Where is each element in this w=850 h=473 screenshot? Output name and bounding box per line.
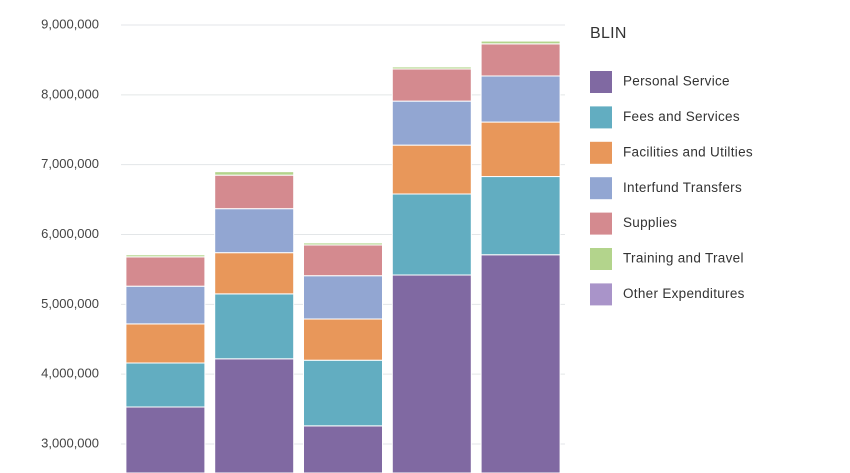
legend-label: Other Expenditures <box>623 286 745 301</box>
bar-segment <box>303 242 383 246</box>
bar-segment <box>480 75 561 123</box>
bar-segment <box>303 425 383 473</box>
legend-swatch <box>590 283 612 306</box>
y-tick-label: 9,000,000 <box>41 16 99 31</box>
legend-label: Facilities and Utilties <box>623 144 753 159</box>
y-tick-label: 8,000,000 <box>41 86 99 101</box>
bar-segment <box>391 144 472 195</box>
legend-swatch <box>590 248 612 270</box>
bar-segment <box>303 275 383 320</box>
bar-segment <box>214 171 295 176</box>
legend-swatch <box>590 212 612 235</box>
bar-segment <box>480 176 561 256</box>
legend-label: Fees and Services <box>623 109 740 124</box>
bar-segment <box>125 256 206 287</box>
legend-label: Personal Service <box>623 74 730 89</box>
y-tick-label: 5,000,000 <box>41 296 99 311</box>
legend-label: Interfund Transfers <box>623 180 742 195</box>
bar-segment <box>480 40 561 45</box>
bar-segment <box>391 68 472 102</box>
bar-segment <box>391 274 472 473</box>
bar-segment <box>303 244 383 277</box>
legend-swatch <box>590 177 612 200</box>
bar-segment <box>480 254 561 473</box>
bar-segment <box>125 323 206 364</box>
legend-label: Supplies <box>623 215 677 230</box>
bar-segment <box>303 359 383 427</box>
bar-segment <box>214 252 295 295</box>
bar-segment <box>214 358 295 473</box>
bar-segment <box>480 121 561 178</box>
bar-segment <box>214 174 295 210</box>
bar-segment <box>125 285 206 325</box>
bar-segment <box>480 43 561 77</box>
y-tick-label: 7,000,000 <box>41 156 99 171</box>
y-tick-label: 4,000,000 <box>41 366 99 381</box>
legend-label: Training and Travel <box>623 251 744 266</box>
bar-segment <box>125 362 206 408</box>
legend-swatch <box>590 141 612 164</box>
legend-swatch <box>590 71 612 93</box>
bar-segment <box>391 100 472 146</box>
bar-segment <box>391 193 472 276</box>
bar-segment <box>214 208 295 254</box>
legend-title: BLIN <box>590 25 627 42</box>
bar-segment <box>214 293 295 360</box>
legend-swatch <box>590 106 612 129</box>
y-tick-label: 3,000,000 <box>41 435 99 450</box>
bar-segment <box>125 254 206 258</box>
bar-segment <box>125 406 206 473</box>
bar-segment <box>391 66 472 70</box>
bar-segment <box>303 318 383 361</box>
y-tick-label: 6,000,000 <box>41 226 99 241</box>
